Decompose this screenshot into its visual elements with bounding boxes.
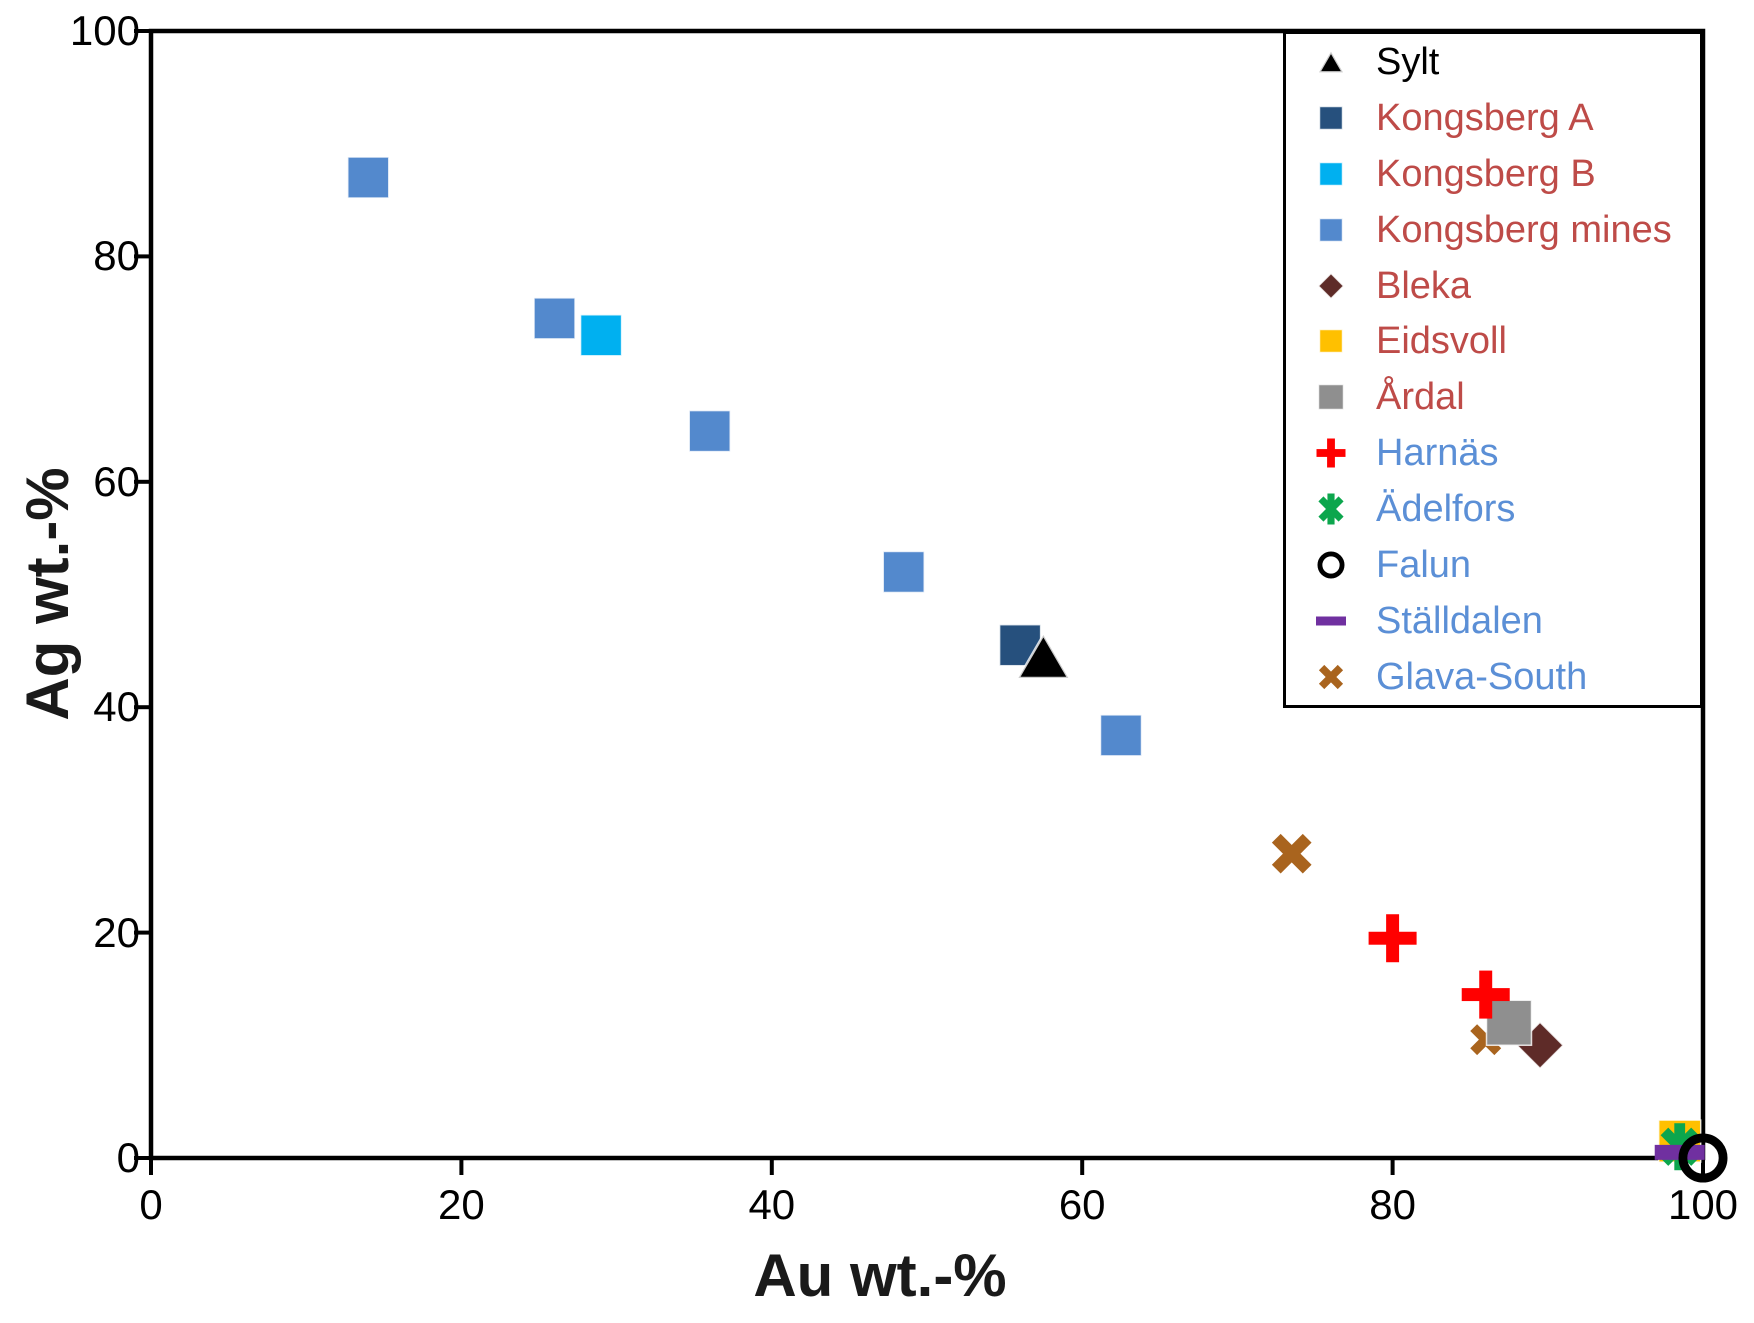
y-tick-label: 60 <box>93 457 140 505</box>
legend-box: Sylt Kongsberg A Kongsberg B Kongsberg mine… <box>1283 31 1703 708</box>
marker-ardal-1 <box>1485 999 1533 1047</box>
marker-glava-south-1 <box>1271 833 1312 874</box>
legend-item-kongsberg-a: Kongsberg A <box>1286 92 1700 144</box>
marker-kongsberg-mines-2 <box>533 297 576 340</box>
bleka-legend-marker-icon <box>1317 272 1345 300</box>
kongsberg-b-legend-marker-icon <box>1318 161 1344 187</box>
marker-falun-1 <box>1678 1133 1728 1183</box>
plot-border <box>148 28 1706 1161</box>
legend-item-glava-south: Glava-South <box>1286 651 1700 703</box>
glyph-falun <box>1317 551 1345 579</box>
glyph-adelfors <box>1318 493 1344 525</box>
marker-harnas-1 <box>1368 914 1417 963</box>
marker-kongsberg-mines-5 <box>1099 714 1143 757</box>
marker-kongsberg-mines-1 <box>347 156 390 199</box>
y-tick-label: 20 <box>93 908 140 956</box>
x-tick-label: 60 <box>1058 1181 1106 1228</box>
legend-item-sylt: Sylt <box>1286 36 1700 88</box>
legend-label: Ädelfors <box>1376 488 1516 531</box>
x-tick-label: 100 <box>1667 1181 1739 1228</box>
glyph-kongsberg-b <box>1318 161 1344 187</box>
kongsberg-mines-legend-marker-icon <box>1318 217 1344 242</box>
legend-label: Bleka <box>1376 264 1472 307</box>
kongsberg-a-legend-marker-icon <box>1318 105 1344 131</box>
glyph-bleka <box>1317 272 1345 300</box>
marker-sylt-1 <box>1016 632 1071 680</box>
x-tick-label: 20 <box>438 1181 485 1228</box>
legend-item-kongsberg-mines: Kongsberg mines <box>1286 204 1700 256</box>
legend-label: Kongsberg A <box>1376 96 1594 139</box>
y-tick-label: 40 <box>93 683 140 731</box>
marker-kongsberg-mines-4 <box>882 550 925 594</box>
y-tick-label: 0 <box>116 1134 140 1181</box>
legend-item-ardal: Årdal <box>1286 371 1700 423</box>
marker-harnas-2 <box>1461 970 1510 1019</box>
legend-label: Årdal <box>1376 376 1465 419</box>
x-axis-title: Au wt.-% <box>753 1242 1007 1309</box>
marker-kongsberg-mines-3 <box>688 409 731 453</box>
glyph-stalldalen <box>1316 616 1346 626</box>
falun-legend-marker-icon <box>1317 551 1345 579</box>
glyph-eidsvoll <box>1318 329 1344 354</box>
legend-label: Glava-South <box>1376 655 1588 698</box>
glyph-kongsberg-mines <box>1318 217 1344 242</box>
legend-label: Kongsberg mines <box>1376 208 1672 251</box>
ardal-legend-marker-icon <box>1317 384 1345 411</box>
x-tick-label: 80 <box>1369 1181 1416 1228</box>
legend-label: Ställdalen <box>1376 600 1543 643</box>
glyph-harnas <box>1316 438 1346 468</box>
legend-label: Eidsvoll <box>1376 320 1507 363</box>
y-tick-label: 100 <box>69 7 140 54</box>
y-axis-title: Ag wt.-% <box>14 467 81 721</box>
legend-label: Harnäs <box>1376 432 1499 475</box>
legend-item-eidsvoll: Eidsvoll <box>1286 315 1700 367</box>
glyph-sylt <box>1316 49 1346 74</box>
legend-item-harnas: Harnäs <box>1286 427 1700 479</box>
glyph-kongsberg-a <box>1318 105 1344 131</box>
y-tick-label: 80 <box>93 232 140 280</box>
legend-item-adelfors: Ädelfors <box>1286 483 1700 535</box>
x-tick-label: 40 <box>748 1181 796 1228</box>
legend-label: Kongsberg B <box>1376 152 1596 195</box>
sylt-legend-marker-icon <box>1316 49 1346 74</box>
legend-item-falun: Falun <box>1286 539 1700 591</box>
x-tick-label: 0 <box>139 1181 163 1228</box>
legend-item-stalldalen: Ställdalen <box>1286 595 1700 647</box>
legend-item-bleka: Bleka <box>1286 260 1700 312</box>
marker-kongsberg-b-1 <box>579 314 623 357</box>
glyph-ardal <box>1317 384 1345 411</box>
glyph-glava-south <box>1318 664 1344 689</box>
stalldalen-legend-marker-icon <box>1316 616 1346 626</box>
harnas-legend-marker-icon <box>1316 438 1346 468</box>
legend-label: Falun <box>1376 544 1472 587</box>
legend-label: Sylt <box>1376 40 1440 83</box>
adelfors-legend-marker-icon <box>1318 493 1344 525</box>
glava-south-legend-marker-icon <box>1318 664 1344 689</box>
legend-item-kongsberg-b: Kongsberg B <box>1286 148 1700 200</box>
eidsvoll-legend-marker-icon <box>1318 329 1344 354</box>
